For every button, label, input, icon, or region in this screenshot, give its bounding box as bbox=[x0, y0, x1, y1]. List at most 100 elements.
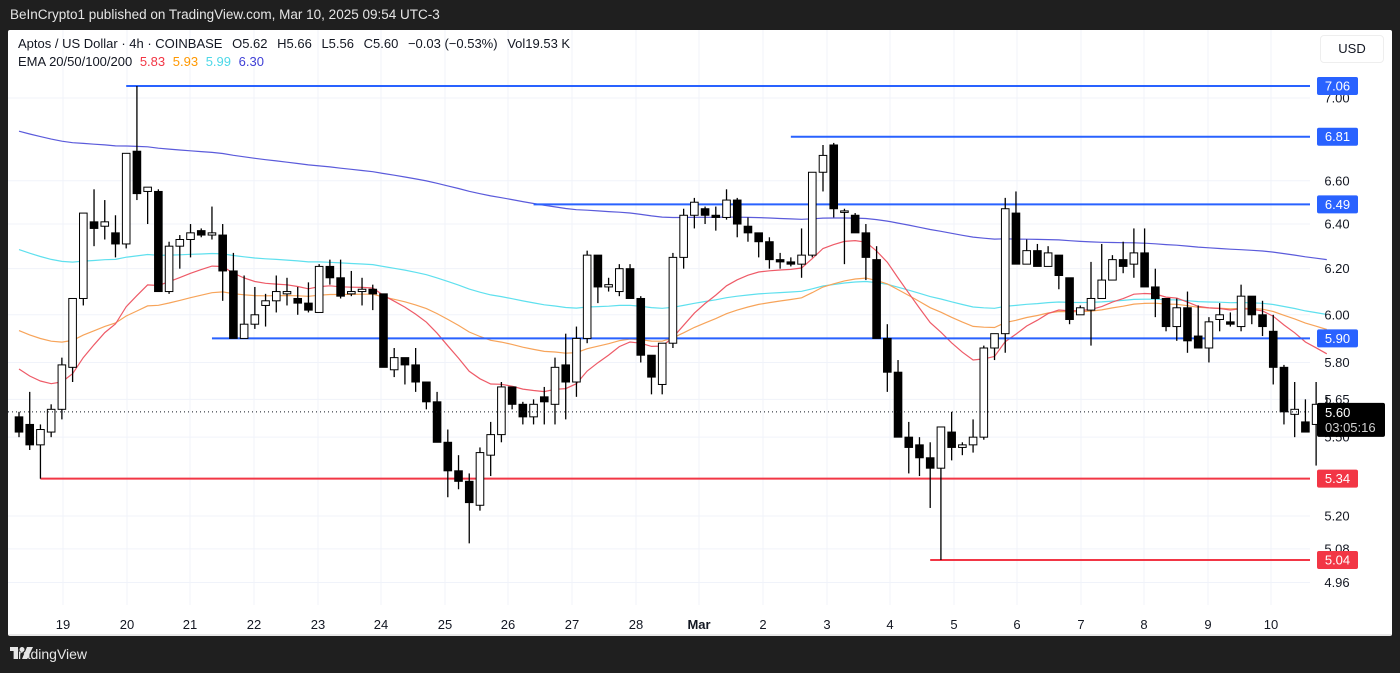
candle bbox=[1086, 297, 1096, 311]
candle bbox=[196, 230, 206, 236]
candle bbox=[807, 171, 817, 256]
candle bbox=[261, 300, 270, 306]
candle bbox=[1161, 297, 1171, 328]
svg-text:27: 27 bbox=[565, 617, 579, 632]
svg-text:6.49: 6.49 bbox=[1325, 197, 1350, 212]
candle bbox=[561, 364, 571, 383]
price-level-badge bbox=[1317, 77, 1358, 95]
svg-text:3: 3 bbox=[823, 617, 830, 632]
candle bbox=[271, 291, 281, 302]
candle bbox=[325, 265, 335, 279]
time-axis[interactable]: 19 20 21 22 23 24 25 26 27 28 Mar 2 3 4 5 6 7 8 9 10 bbox=[56, 617, 1278, 632]
svg-text:6.40: 6.40 bbox=[1324, 217, 1349, 232]
candle bbox=[915, 444, 924, 459]
current-price-badge bbox=[1317, 402, 1385, 437]
candle bbox=[722, 199, 731, 218]
svg-text:5.60: 5.60 bbox=[1325, 405, 1350, 420]
svg-text:4: 4 bbox=[886, 617, 893, 632]
candle bbox=[432, 401, 442, 443]
candle bbox=[947, 431, 956, 448]
candle bbox=[572, 337, 581, 383]
candle bbox=[229, 270, 238, 339]
candle bbox=[1279, 366, 1289, 413]
price-level-badge bbox=[1317, 329, 1358, 348]
candle bbox=[829, 144, 839, 210]
low-value: L5.56 bbox=[321, 36, 354, 51]
candle bbox=[304, 302, 313, 311]
candle bbox=[1204, 321, 1214, 349]
svg-text:5.90: 5.90 bbox=[1325, 331, 1350, 346]
candle bbox=[1151, 286, 1160, 299]
candle bbox=[529, 403, 538, 418]
svg-text:6.81: 6.81 bbox=[1325, 129, 1350, 144]
candle bbox=[314, 265, 324, 313]
candle bbox=[1033, 250, 1042, 267]
svg-text:22: 22 bbox=[247, 617, 261, 632]
candle bbox=[1268, 330, 1278, 368]
candle bbox=[690, 201, 699, 216]
candle bbox=[1065, 277, 1074, 320]
svg-text:5.34: 5.34 bbox=[1325, 471, 1350, 486]
candle bbox=[154, 190, 163, 293]
ema-20-value: 5.83 bbox=[139, 54, 166, 69]
symbol-legend: Aptos / US Dollar · 4h · COINBASE O5.62 … bbox=[18, 36, 576, 51]
ema-legend: EMA 20/50/100/200 5.83 5.93 5.99 6.30 bbox=[18, 54, 268, 69]
candle bbox=[850, 214, 860, 234]
candle bbox=[1022, 250, 1031, 265]
candle bbox=[668, 256, 678, 344]
candle bbox=[111, 232, 120, 245]
price-chart[interactable]: 7.006.606.406.206.005.805.655.505.205.08… bbox=[8, 30, 1392, 636]
candle bbox=[904, 436, 914, 448]
svg-text:6.60: 6.60 bbox=[1324, 173, 1349, 188]
candle bbox=[464, 480, 474, 504]
price-axis[interactable]: 7.006.606.406.206.005.805.655.505.205.08… bbox=[1317, 77, 1385, 590]
candle bbox=[411, 364, 420, 383]
candle bbox=[1215, 314, 1224, 320]
candle bbox=[604, 284, 613, 288]
price-level-badge bbox=[1317, 551, 1358, 569]
candle bbox=[1108, 259, 1117, 281]
volume-value: Vol19.53 K bbox=[507, 36, 571, 51]
svg-text:5.20: 5.20 bbox=[1324, 509, 1349, 524]
svg-text:6: 6 bbox=[1013, 617, 1020, 632]
candle bbox=[400, 357, 410, 366]
candle bbox=[625, 268, 635, 299]
symbol-title[interactable]: Aptos / US Dollar · 4h · COINBASE bbox=[18, 36, 223, 51]
candle bbox=[475, 452, 485, 506]
candle bbox=[239, 323, 249, 339]
currency-button[interactable]: USD bbox=[1320, 35, 1384, 63]
candle bbox=[936, 426, 946, 469]
svg-text:26: 26 bbox=[501, 617, 515, 632]
candle bbox=[657, 342, 667, 385]
close-value: C5.60 bbox=[363, 36, 399, 51]
candle bbox=[636, 297, 646, 356]
candle bbox=[1097, 279, 1107, 299]
svg-text:19: 19 bbox=[56, 617, 70, 632]
price-level-badge bbox=[1317, 127, 1358, 146]
svg-text:23: 23 bbox=[311, 617, 325, 632]
candle bbox=[958, 444, 967, 448]
candle bbox=[775, 259, 785, 263]
candle bbox=[143, 186, 152, 192]
candle bbox=[1129, 252, 1139, 265]
chart-panel[interactable]: 7.00 6.60 6.40 6.20 6.00 5.80 5.65 5.50 5.20 5.08… bbox=[8, 30, 1392, 636]
candle bbox=[1043, 252, 1053, 267]
candle bbox=[1290, 408, 1299, 415]
candle bbox=[615, 268, 624, 293]
candle bbox=[872, 259, 881, 339]
candle bbox=[925, 457, 935, 469]
candle bbox=[1172, 307, 1182, 328]
candle bbox=[46, 408, 56, 433]
svg-text:7.06: 7.06 bbox=[1325, 79, 1350, 94]
candle bbox=[218, 234, 227, 272]
candle bbox=[1301, 421, 1310, 433]
candle bbox=[100, 221, 110, 227]
candle bbox=[57, 364, 67, 410]
ema-label[interactable]: EMA 20/50/100/200 bbox=[18, 54, 133, 69]
candle bbox=[743, 225, 753, 234]
candle bbox=[1075, 307, 1085, 316]
candle bbox=[518, 403, 528, 418]
candle bbox=[443, 441, 453, 472]
svg-text:8: 8 bbox=[1140, 617, 1147, 632]
open-value: O5.62 bbox=[232, 36, 268, 51]
